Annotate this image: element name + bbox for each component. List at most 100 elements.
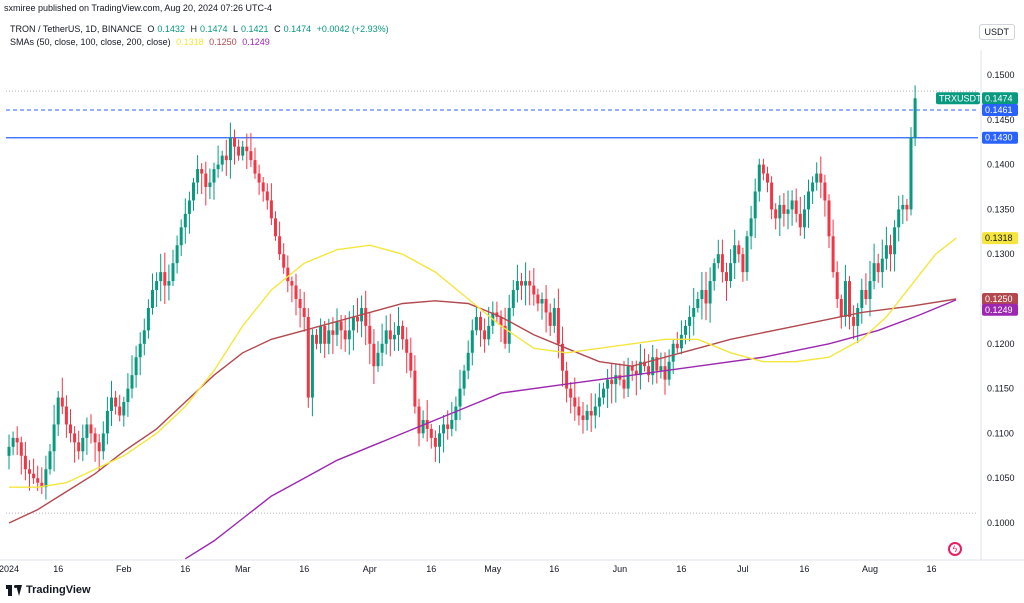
candle-body [89, 424, 93, 434]
y-tick-label: 0.1500 [987, 70, 1015, 80]
price-label-sma200: 0.1249 [985, 305, 1013, 315]
candle-body [479, 316, 482, 331]
price-label-dash: 0.1461 [985, 105, 1013, 115]
candle-body [462, 370, 466, 389]
candle-body [474, 316, 478, 331]
candle-body [413, 370, 417, 407]
x-tick-label: 16 [676, 564, 686, 574]
candle-body [520, 281, 523, 286]
currency-button[interactable]: USDT [978, 24, 1015, 40]
candle-body [540, 299, 544, 304]
lightning-icon[interactable]: ϟ [948, 542, 962, 556]
candle-body [511, 290, 515, 308]
price-label-hline: 0.1430 [985, 133, 1013, 143]
x-tick-label: Feb [116, 564, 132, 574]
candle-body [552, 307, 556, 326]
candle-body [655, 357, 659, 371]
x-tick-label: Jul [737, 564, 749, 574]
candle-body [905, 204, 909, 210]
candle-body [175, 245, 179, 264]
candle-body [753, 191, 757, 219]
y-tick-label: 0.1000 [987, 518, 1015, 528]
candle-body [372, 343, 376, 367]
candle-body [692, 307, 696, 317]
x-tick-label: 16 [53, 564, 63, 574]
low-label: L [233, 24, 239, 34]
sma-legend[interactable]: SMAs (50, close, 100, close, 200, close)… [10, 37, 273, 47]
candle-body [118, 406, 122, 416]
candle-body [487, 325, 491, 340]
candle-body [339, 321, 343, 331]
x-tick-label: May [484, 564, 502, 574]
candle-body [274, 218, 277, 237]
candle-body [671, 343, 675, 362]
candle-body [97, 442, 101, 452]
candle-body [159, 272, 163, 282]
price-label-dash-bg [982, 103, 1018, 116]
sma200-legend-value: 0.1249 [242, 37, 270, 47]
y-tick-label: 0.1100 [987, 428, 1014, 438]
open-value: 0.1432 [157, 24, 185, 34]
candle-body [364, 307, 368, 326]
candle-body [696, 299, 700, 308]
candle-body [155, 281, 159, 291]
candle-body [548, 312, 552, 326]
candle-body [409, 352, 413, 371]
candle-body [138, 343, 142, 358]
tradingview-logo[interactable]: TradingView [6, 584, 91, 596]
candle-body [245, 146, 249, 152]
sma100-line [8, 298, 957, 524]
sma-label: SMAs (50, close, 100, close, 200, close) [10, 37, 171, 47]
candle-body [60, 397, 64, 407]
candle-body [142, 330, 146, 344]
open-label: O [147, 24, 155, 34]
close-label: C [274, 24, 281, 34]
candle-body [294, 285, 298, 299]
candle-body [741, 254, 745, 273]
candle-body [15, 437, 19, 443]
candle-body [429, 428, 433, 438]
candle-body [565, 370, 569, 389]
candle-body [114, 397, 118, 407]
candle-body [347, 330, 351, 340]
candle-body [528, 281, 532, 286]
candle-body [729, 263, 733, 282]
candle-body [85, 424, 89, 438]
candle-body [823, 182, 827, 201]
candle-body [388, 330, 392, 340]
candle-body [524, 281, 528, 286]
candle-body [421, 419, 425, 434]
candle-body [397, 325, 400, 335]
candle-body [216, 164, 220, 170]
candle-body [290, 281, 294, 286]
candle-body [622, 379, 626, 389]
candle-body [819, 173, 823, 183]
candle-body [187, 200, 191, 214]
candle-body [573, 397, 577, 407]
x-tick-label: 16 [799, 564, 809, 574]
candle-body [757, 164, 761, 192]
candle-body [167, 281, 171, 286]
candle-body [327, 330, 331, 344]
candle-body [811, 182, 815, 192]
candle-body [872, 263, 876, 282]
sma200-line [184, 299, 957, 560]
price-label-sma50: 0.1318 [985, 233, 1013, 243]
close-value: 0.1474 [283, 24, 312, 34]
candle-body [708, 281, 712, 304]
candle-body [675, 343, 679, 349]
candle-body [766, 173, 769, 183]
candle-body [569, 388, 573, 398]
change-value: +0.0042 (+2.93%) [316, 24, 389, 34]
candle-body [700, 290, 704, 299]
candle-body [392, 334, 396, 340]
x-tick-label: 16 [299, 564, 309, 574]
candle-body [134, 357, 138, 376]
high-value: 0.1474 [199, 24, 228, 34]
candle-body [470, 330, 474, 353]
candle-body [647, 366, 651, 376]
candle-body [884, 245, 888, 259]
candle-body [556, 307, 560, 344]
candle-body [200, 169, 204, 174]
